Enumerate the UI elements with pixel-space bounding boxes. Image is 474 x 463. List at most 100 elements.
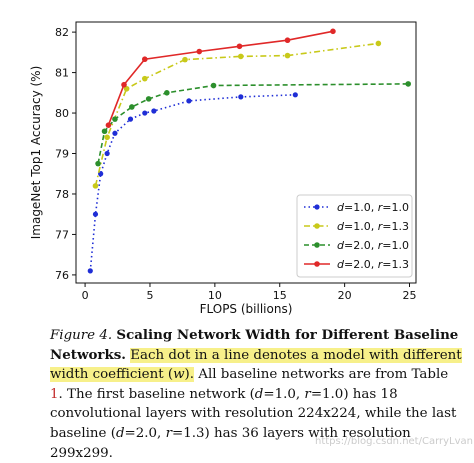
legend-label-3-part-3: =1.3 bbox=[382, 258, 409, 271]
x-tick-label-1: 5 bbox=[146, 289, 153, 302]
series-0-point-1 bbox=[92, 211, 99, 217]
chart-ticks: 0 5 10 15 20 25 76 77 78 79 80 81 82 bbox=[55, 26, 417, 302]
chart-axes bbox=[75, 21, 417, 284]
var-d-first: d bbox=[254, 386, 264, 402]
series-1-point-1 bbox=[104, 134, 110, 141]
caption-text-6: =1.3) has 36 layers with resolution 299x… bbox=[50, 425, 411, 461]
y-tick-label-0: 76 bbox=[55, 269, 69, 282]
figure-title-text: Scaling Network Width for Different Base… bbox=[50, 327, 459, 363]
legend-label-1-part-3: =1.3 bbox=[382, 220, 409, 233]
highlight-variable: w bbox=[173, 367, 185, 383]
series-2-point-0 bbox=[95, 160, 101, 167]
x-tick-label-5: 25 bbox=[403, 289, 417, 302]
watermark: https://blog.csdn.net/CarryLvan bbox=[315, 436, 473, 447]
table-reference-link[interactable]: 1 bbox=[50, 386, 59, 402]
series-2-point-1 bbox=[101, 128, 108, 135]
legend-label-0-part-3: =1.0 bbox=[382, 201, 409, 214]
legend-label-3-part-0: d bbox=[337, 258, 345, 271]
legend-label-0-part-2: r bbox=[378, 201, 384, 214]
series-0-point-9 bbox=[238, 94, 244, 100]
legend-marker-3 bbox=[314, 261, 320, 267]
x-tick-label-0: 0 bbox=[82, 289, 89, 302]
series-1-line bbox=[94, 42, 379, 187]
series-1-point-7 bbox=[375, 40, 382, 47]
y-tick-label-6: 82 bbox=[55, 26, 69, 39]
chart-series bbox=[87, 28, 412, 274]
series-0-point-5 bbox=[127, 116, 134, 122]
series-1-point-3 bbox=[141, 75, 148, 82]
legend-label-2: d=2.0, r=1.0 bbox=[337, 239, 409, 252]
x-tick-label-3: 15 bbox=[273, 289, 287, 302]
series-3-point-1 bbox=[121, 81, 127, 88]
legend-label-2-part-1: =2.0, bbox=[344, 239, 378, 252]
highlight-end: ). bbox=[184, 367, 195, 383]
series-2-point-2 bbox=[112, 116, 118, 122]
legend-marker-0 bbox=[314, 204, 320, 210]
legend-label-2-part-2: r bbox=[378, 239, 384, 252]
series-2-line bbox=[97, 83, 409, 164]
legend-label-3: d=2.0, r=1.3 bbox=[337, 258, 409, 271]
series-3-point-6 bbox=[330, 28, 336, 35]
series-1-point-4 bbox=[182, 56, 188, 63]
series-0-point-6 bbox=[142, 110, 148, 116]
y-tick-label-4: 80 bbox=[55, 107, 69, 120]
legend-label-3-part-2: r bbox=[378, 258, 384, 271]
legend-label-2-part-3: =1.0 bbox=[382, 239, 409, 252]
legend-label-0: d=1.0, r=1.0 bbox=[337, 201, 409, 214]
legend-box bbox=[296, 194, 413, 278]
series-0-point-3 bbox=[104, 150, 110, 157]
figure-title: Scaling Network Width for Different Base… bbox=[50, 327, 458, 363]
highlight-text: Each dot in a line denotes a model with … bbox=[50, 347, 462, 383]
series-3-point-3 bbox=[196, 48, 203, 55]
x-axis-label: FLOPS (billions) bbox=[200, 302, 293, 316]
figure-title-end: . bbox=[121, 346, 126, 363]
series-0-point-7 bbox=[151, 108, 157, 114]
legend-marker-1 bbox=[314, 223, 320, 229]
series-0-point-4 bbox=[112, 130, 118, 136]
figure-label: Figure 4. bbox=[50, 328, 113, 343]
series-2-point-7 bbox=[405, 81, 412, 87]
y-tick-label-2: 78 bbox=[55, 188, 69, 201]
series-2-point-4 bbox=[145, 96, 152, 102]
var-r-last: r bbox=[165, 425, 172, 441]
caption-text-2: . The first baseline network ( bbox=[58, 386, 255, 402]
series-0-point-0 bbox=[87, 268, 93, 274]
var-d-last: d bbox=[115, 425, 125, 441]
var-r-first: r bbox=[304, 386, 311, 402]
caption-text-1: All baseline networks are from Table bbox=[198, 367, 449, 383]
caption-text-4: =1.0) has 18 convolutional layers with r… bbox=[50, 386, 457, 441]
legend-marker-2 bbox=[314, 242, 320, 248]
legend-label-3-part-1: =2.0, bbox=[344, 258, 378, 271]
series-0-point-10 bbox=[292, 92, 298, 98]
series-1-point-6 bbox=[284, 52, 291, 59]
x-tick-label-2: 10 bbox=[208, 289, 222, 302]
series-2-point-5 bbox=[164, 90, 170, 96]
plot-frame bbox=[75, 21, 417, 284]
series-0-line bbox=[89, 94, 296, 271]
figure-caption: Figure 4. Scaling Network Width for Diff… bbox=[50, 326, 462, 463]
y-tick-label-5: 81 bbox=[55, 67, 69, 80]
series-2-point-6 bbox=[210, 82, 217, 89]
legend-label-2-part-0: d bbox=[337, 239, 345, 252]
series-3-point-5 bbox=[284, 37, 291, 44]
legend-label-1-part-0: d bbox=[337, 220, 345, 233]
y-tick-label-1: 77 bbox=[55, 228, 69, 241]
legend-label-1-part-2: r bbox=[378, 220, 384, 233]
x-tick-label-4: 20 bbox=[338, 289, 352, 302]
y-tick-label-3: 79 bbox=[55, 148, 69, 161]
series-3-point-4 bbox=[236, 43, 243, 50]
legend-label-1-part-1: =1.0, bbox=[344, 220, 378, 233]
legend-label-0-part-0: d bbox=[337, 201, 345, 214]
y-axis-label: ImageNet Top1 Accuracy (%) bbox=[29, 66, 43, 240]
legend-label-1: d=1.0, r=1.3 bbox=[337, 220, 409, 233]
chart-legend: d=1.0, r=1.0d=1.0, r=1.3d=2.0, r=1.0d=2.… bbox=[296, 194, 413, 278]
series-2-point-3 bbox=[129, 104, 135, 110]
caption-text-3: =1.0, bbox=[263, 386, 305, 402]
series-3-point-0 bbox=[105, 122, 112, 128]
legend-label-0-part-1: =1.0, bbox=[344, 201, 378, 214]
series-1-point-0 bbox=[92, 183, 99, 189]
series-1-point-2 bbox=[123, 85, 130, 92]
series-1-point-5 bbox=[238, 53, 244, 60]
caption-text-5: =2.0, bbox=[124, 425, 166, 441]
